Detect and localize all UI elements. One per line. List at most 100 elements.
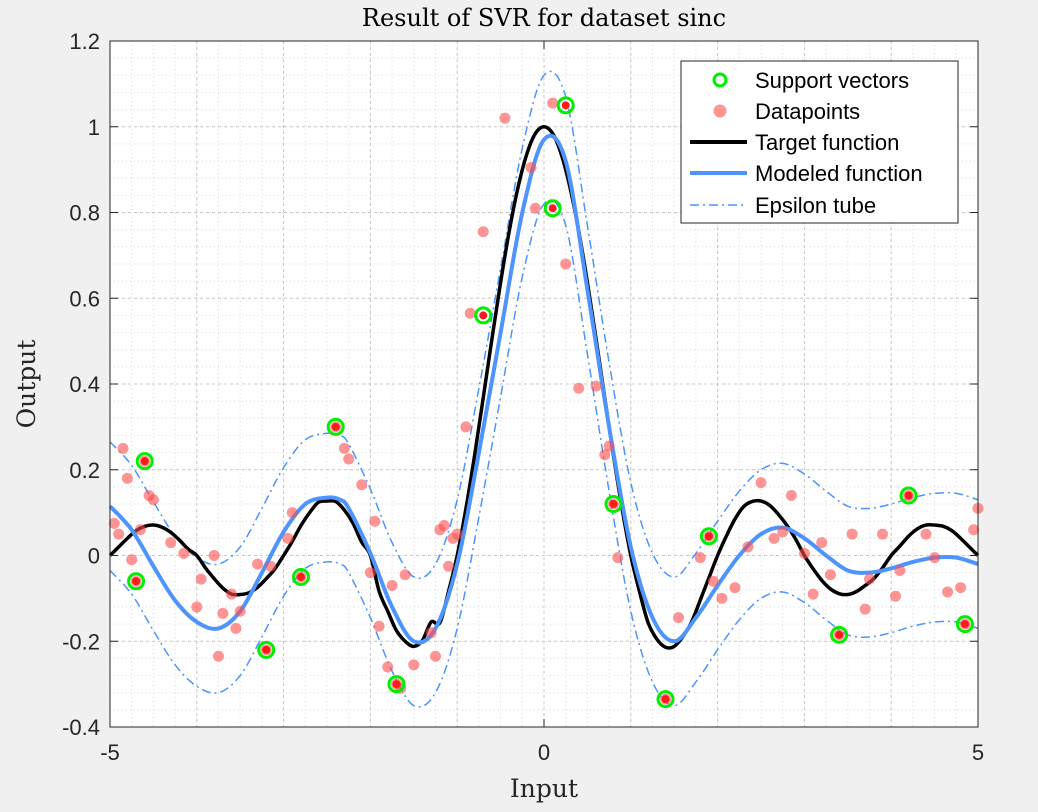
datapoint <box>460 421 472 433</box>
support-vector <box>257 640 276 659</box>
support-vector <box>556 96 575 115</box>
datapoint <box>890 590 902 602</box>
datapoint <box>430 650 441 662</box>
datapoint <box>113 528 125 540</box>
datapoint <box>798 547 810 559</box>
y-tick-label: 1.2 <box>69 29 100 54</box>
datapoint <box>265 560 277 572</box>
support-vector-center <box>704 532 713 541</box>
axis-ticks: -0.4 -0.2 0 0.2 0.4 0.6 0.8 1 1.2 -5 0 5 <box>62 29 984 765</box>
support-vectors-group <box>127 96 974 709</box>
legend-epsilon-label: Epsilon tube <box>755 193 876 218</box>
datapoint <box>864 573 875 585</box>
datapoint <box>807 588 819 600</box>
support-vector-center <box>331 422 340 431</box>
datapoint <box>547 97 559 109</box>
datapoint <box>195 573 207 585</box>
datapoint <box>707 575 719 587</box>
datapoint <box>694 552 706 564</box>
epsilon-tube-lines <box>109 70 979 708</box>
y-tick-label: 0.2 <box>69 458 100 483</box>
x-tick-label: 0 <box>538 740 550 765</box>
datapoint <box>443 560 455 572</box>
legend-datapoints-marker <box>713 104 727 118</box>
support-vector-center <box>609 500 618 509</box>
support-vector-center <box>561 101 570 110</box>
datapoint <box>234 605 246 617</box>
support-vector-center <box>132 577 141 586</box>
datapoint <box>134 524 146 536</box>
datapoint <box>373 620 385 632</box>
datapoint <box>252 558 264 570</box>
datapoint <box>117 442 129 454</box>
datapoint <box>356 479 368 491</box>
support-vector <box>127 572 146 591</box>
datapoint <box>603 440 615 452</box>
legend-target-label: Target function <box>755 130 899 155</box>
datapoint <box>942 586 954 598</box>
support-vector <box>830 625 849 644</box>
epsilon-tube-lower <box>109 199 979 708</box>
datapoint <box>178 547 190 559</box>
datapoint <box>451 528 463 540</box>
datapoint <box>499 112 511 124</box>
datapoint <box>590 380 602 392</box>
y-tick-label: -0.2 <box>62 629 100 654</box>
datapoint <box>230 622 242 634</box>
datapoint <box>121 472 133 484</box>
datapoint <box>213 650 224 662</box>
datapoint <box>560 258 572 270</box>
datapoint <box>191 601 203 613</box>
datapoint <box>286 507 298 519</box>
datapoint <box>742 541 754 553</box>
support-vector-center <box>904 491 913 500</box>
support-vector <box>955 615 974 634</box>
x-axis-title: Input <box>510 774 578 803</box>
datapoint <box>920 528 932 540</box>
datapoint <box>968 524 980 536</box>
datapoint <box>108 517 120 529</box>
datapoint <box>438 519 450 531</box>
legend: Support vectors Datapoints Target functi… <box>680 60 959 224</box>
datapoint <box>755 477 767 489</box>
x-tick-label: -5 <box>100 740 120 765</box>
legend-datapoints-label: Datapoints <box>755 99 860 124</box>
y-tick-label: 0.6 <box>69 286 100 311</box>
datapoint <box>612 552 624 564</box>
y-tick-label: 0 <box>88 544 100 569</box>
support-vector <box>474 306 493 325</box>
support-vector-center <box>479 311 488 320</box>
datapoint <box>929 552 941 564</box>
datapoint <box>464 307 476 319</box>
support-vector <box>387 675 406 694</box>
datapoint <box>777 526 789 538</box>
datapoint <box>338 442 350 454</box>
datapoint <box>599 449 611 461</box>
datapoint <box>816 537 828 549</box>
datapoint <box>846 528 858 540</box>
datapoint <box>126 554 138 566</box>
support-vector-center <box>661 695 670 704</box>
datapoint <box>147 494 159 506</box>
datapoint <box>382 661 394 673</box>
datapoint <box>877 528 889 540</box>
support-vector-center <box>296 572 305 581</box>
y-tick-label: 1 <box>88 115 100 140</box>
legend-support-vectors-marker <box>712 72 728 88</box>
datapoint <box>226 588 238 600</box>
y-tick-label: -0.4 <box>62 715 100 740</box>
datapoint <box>217 607 229 619</box>
datapoint <box>165 537 177 549</box>
support-vector <box>291 567 310 586</box>
y-axis-title: Output <box>12 340 41 429</box>
datapoint <box>673 612 685 624</box>
datapoint <box>369 515 381 527</box>
support-vector <box>899 486 918 505</box>
datapoint <box>894 565 906 577</box>
datapoint <box>768 532 780 544</box>
support-vector <box>604 495 623 514</box>
datapoint <box>525 161 537 173</box>
datapoint <box>573 382 585 394</box>
datapoint <box>785 489 797 501</box>
support-vector <box>326 417 345 436</box>
